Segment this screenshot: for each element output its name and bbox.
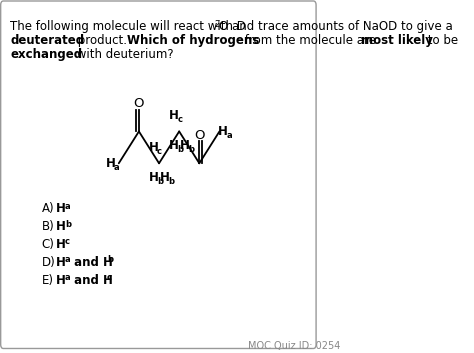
Text: H: H bbox=[218, 125, 228, 138]
Text: and H: and H bbox=[70, 256, 113, 269]
Text: b: b bbox=[157, 177, 163, 186]
FancyBboxPatch shape bbox=[0, 1, 316, 348]
Text: The following molecule will react with D: The following molecule will react with D bbox=[10, 20, 246, 33]
Text: H: H bbox=[56, 238, 66, 251]
Text: H: H bbox=[56, 202, 66, 215]
Text: c: c bbox=[107, 273, 112, 282]
Text: deuterated: deuterated bbox=[10, 34, 84, 47]
Text: D): D) bbox=[42, 256, 55, 269]
Text: a: a bbox=[65, 273, 71, 282]
Text: a: a bbox=[65, 255, 71, 264]
Text: H: H bbox=[106, 157, 116, 170]
Text: MOC Quiz ID: 0254: MOC Quiz ID: 0254 bbox=[248, 341, 341, 351]
Text: a: a bbox=[65, 202, 71, 211]
Text: b: b bbox=[177, 145, 183, 154]
Text: H: H bbox=[56, 274, 66, 287]
Text: most likely: most likely bbox=[361, 34, 433, 47]
Text: product.: product. bbox=[74, 34, 135, 47]
Text: from the molecule are: from the molecule are bbox=[241, 34, 380, 47]
Text: Which of hydrogens: Which of hydrogens bbox=[127, 34, 259, 47]
Text: c: c bbox=[65, 238, 70, 246]
Text: O: O bbox=[194, 129, 205, 142]
Text: H: H bbox=[149, 171, 159, 184]
Text: H: H bbox=[169, 139, 179, 152]
Text: O and trace amounts of NaOD to give a: O and trace amounts of NaOD to give a bbox=[219, 20, 453, 33]
Text: a: a bbox=[114, 163, 120, 172]
Text: O: O bbox=[134, 97, 144, 110]
Text: H: H bbox=[149, 141, 159, 154]
Text: 2: 2 bbox=[214, 20, 219, 29]
Text: exchanged: exchanged bbox=[10, 48, 82, 61]
Text: H: H bbox=[169, 109, 179, 122]
Text: A): A) bbox=[42, 202, 54, 215]
Text: H: H bbox=[56, 256, 66, 269]
Text: H: H bbox=[180, 139, 190, 152]
Text: and H: and H bbox=[70, 274, 113, 287]
Text: H: H bbox=[159, 171, 169, 184]
Text: b: b bbox=[168, 177, 174, 186]
Text: B): B) bbox=[42, 220, 55, 233]
Text: c: c bbox=[177, 115, 182, 124]
Text: b: b bbox=[65, 220, 71, 228]
Text: a: a bbox=[226, 131, 232, 140]
Text: b: b bbox=[188, 145, 194, 154]
Text: c: c bbox=[157, 147, 162, 156]
Text: to be: to be bbox=[424, 34, 458, 47]
Text: b: b bbox=[107, 255, 113, 264]
Text: with deuterium?: with deuterium? bbox=[73, 48, 173, 61]
Text: H: H bbox=[56, 220, 66, 233]
Text: E): E) bbox=[42, 274, 54, 287]
Text: C): C) bbox=[42, 238, 55, 251]
